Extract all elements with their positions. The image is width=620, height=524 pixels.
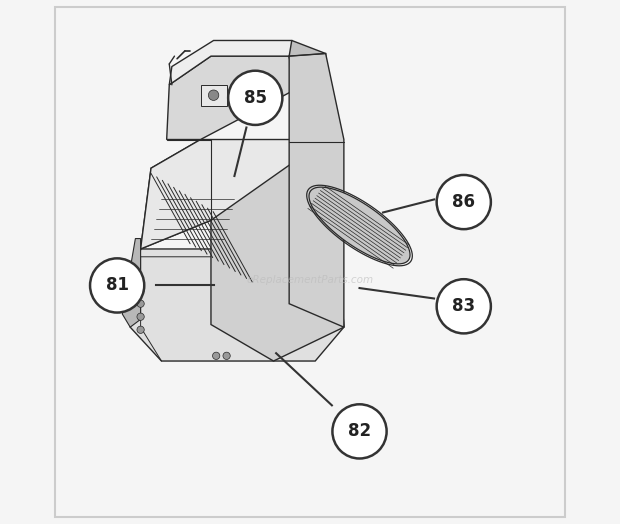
Text: 86: 86	[452, 193, 476, 211]
Text: 81: 81	[105, 277, 128, 294]
Polygon shape	[141, 139, 211, 249]
Circle shape	[90, 258, 144, 312]
Text: 82: 82	[348, 422, 371, 440]
Circle shape	[228, 71, 282, 125]
Circle shape	[223, 352, 230, 359]
Polygon shape	[309, 187, 410, 264]
Polygon shape	[289, 53, 344, 327]
Circle shape	[137, 313, 144, 320]
Text: eReplacementParts.com: eReplacementParts.com	[246, 275, 374, 285]
Circle shape	[436, 279, 491, 333]
Circle shape	[137, 326, 144, 333]
Polygon shape	[141, 139, 339, 249]
Polygon shape	[167, 56, 294, 139]
Text: 83: 83	[452, 297, 476, 315]
Polygon shape	[122, 238, 141, 327]
Circle shape	[208, 90, 219, 101]
Polygon shape	[289, 40, 331, 139]
Circle shape	[436, 175, 491, 229]
Polygon shape	[211, 139, 344, 361]
Circle shape	[213, 352, 220, 359]
Circle shape	[137, 300, 144, 308]
Circle shape	[137, 287, 144, 294]
Polygon shape	[169, 40, 297, 85]
Polygon shape	[130, 249, 344, 361]
Circle shape	[332, 405, 387, 458]
Text: 85: 85	[244, 89, 267, 107]
Polygon shape	[200, 85, 226, 106]
